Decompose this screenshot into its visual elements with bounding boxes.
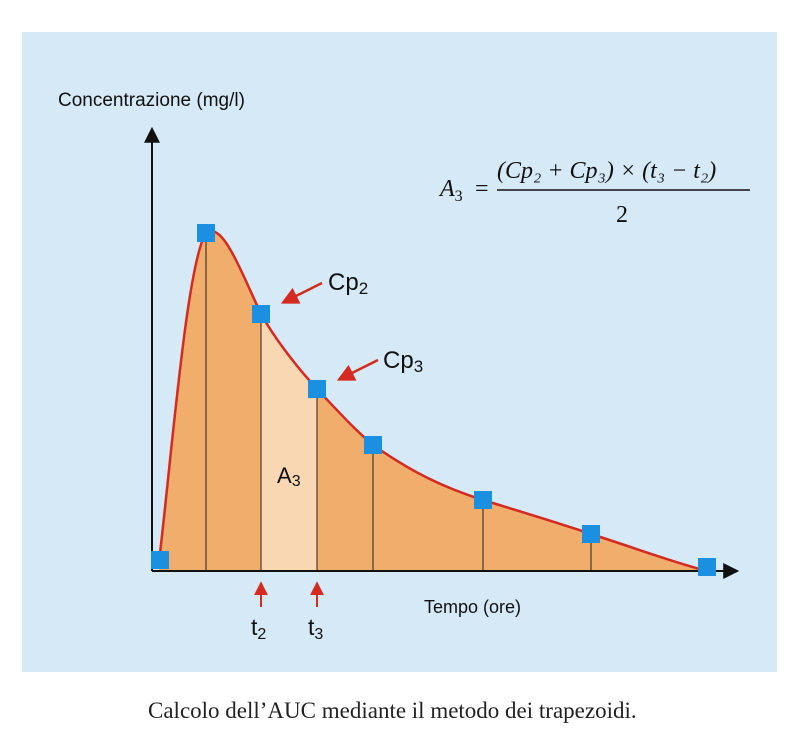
marker-1	[197, 224, 215, 242]
auc-diagram: Concentrazione (mg/l) Tempo (ore) Cp2 Cp…	[58, 90, 750, 643]
data-markers	[151, 224, 716, 576]
marker-5	[474, 491, 492, 509]
cp2-label: Cp2	[328, 269, 368, 298]
formula-equals: =	[475, 176, 489, 202]
trapezoid-a3	[261, 314, 317, 571]
marker-cp3	[308, 380, 326, 398]
t3-label: t3	[308, 614, 323, 643]
cp3-label: Cp3	[383, 347, 423, 376]
t2-label: t2	[251, 614, 266, 643]
cp3-arrow	[336, 358, 379, 381]
marker-0	[151, 551, 169, 569]
cp2-arrow	[280, 281, 323, 304]
auc-formula: A3 = (Cp₂ + Cp₃) × (t₃ − t₂) 2	[438, 158, 750, 228]
auc-area	[159, 231, 707, 571]
marker-7	[698, 558, 716, 576]
figure-caption: Calcolo dell’AUC mediante il metodo dei …	[148, 698, 637, 723]
marker-4	[364, 436, 382, 454]
marker-cp2	[252, 305, 270, 323]
y-axis-label: Concentrazione (mg/l)	[58, 90, 245, 111]
x-axis-label: Tempo (ore)	[424, 597, 521, 617]
area-a3-label: A3	[277, 463, 301, 490]
concentration-curve	[157, 229, 708, 573]
formula-lhs: A3	[438, 176, 463, 205]
formula-denominator: 2	[616, 202, 628, 228]
formula-numerator: (Cp₂ + Cp₃) × (t₃ − t₂)	[497, 158, 716, 184]
figure-panel: Concentrazione (mg/l) Tempo (ore) Cp2 Cp…	[22, 32, 777, 672]
marker-6	[582, 525, 600, 543]
